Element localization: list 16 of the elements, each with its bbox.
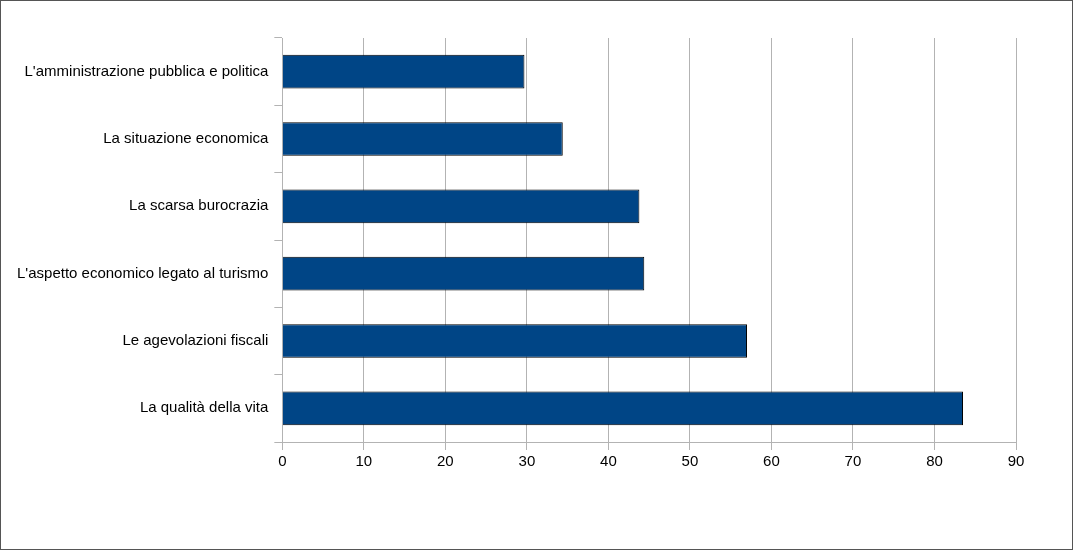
x-tick-label: 90 [1007,452,1025,470]
y-tick-label: La qualità della vita [139,398,269,416]
y-tick-label: La scarsa burocrazia [129,196,269,214]
x-tick-label: 60 [763,452,780,470]
x-tick-label: 20 [437,452,454,470]
x-tick-label: 0 [278,452,287,470]
x-tick-label: 40 [600,452,617,470]
y-tick-label: L'amministrazione pubblica e politica [24,61,269,79]
x-tick-label: 70 [844,452,862,470]
y-tick-label: L'aspetto economico legato al turismo [16,263,269,281]
y-tick-label: La situazione economica [103,129,269,147]
y-tick-label: Le agevolazioni fiscali [122,331,269,349]
x-tick-label: 10 [355,452,373,470]
x-tick-label: 30 [518,452,536,470]
x-tick-label: 50 [681,452,699,470]
x-tick-label: 80 [926,452,943,470]
